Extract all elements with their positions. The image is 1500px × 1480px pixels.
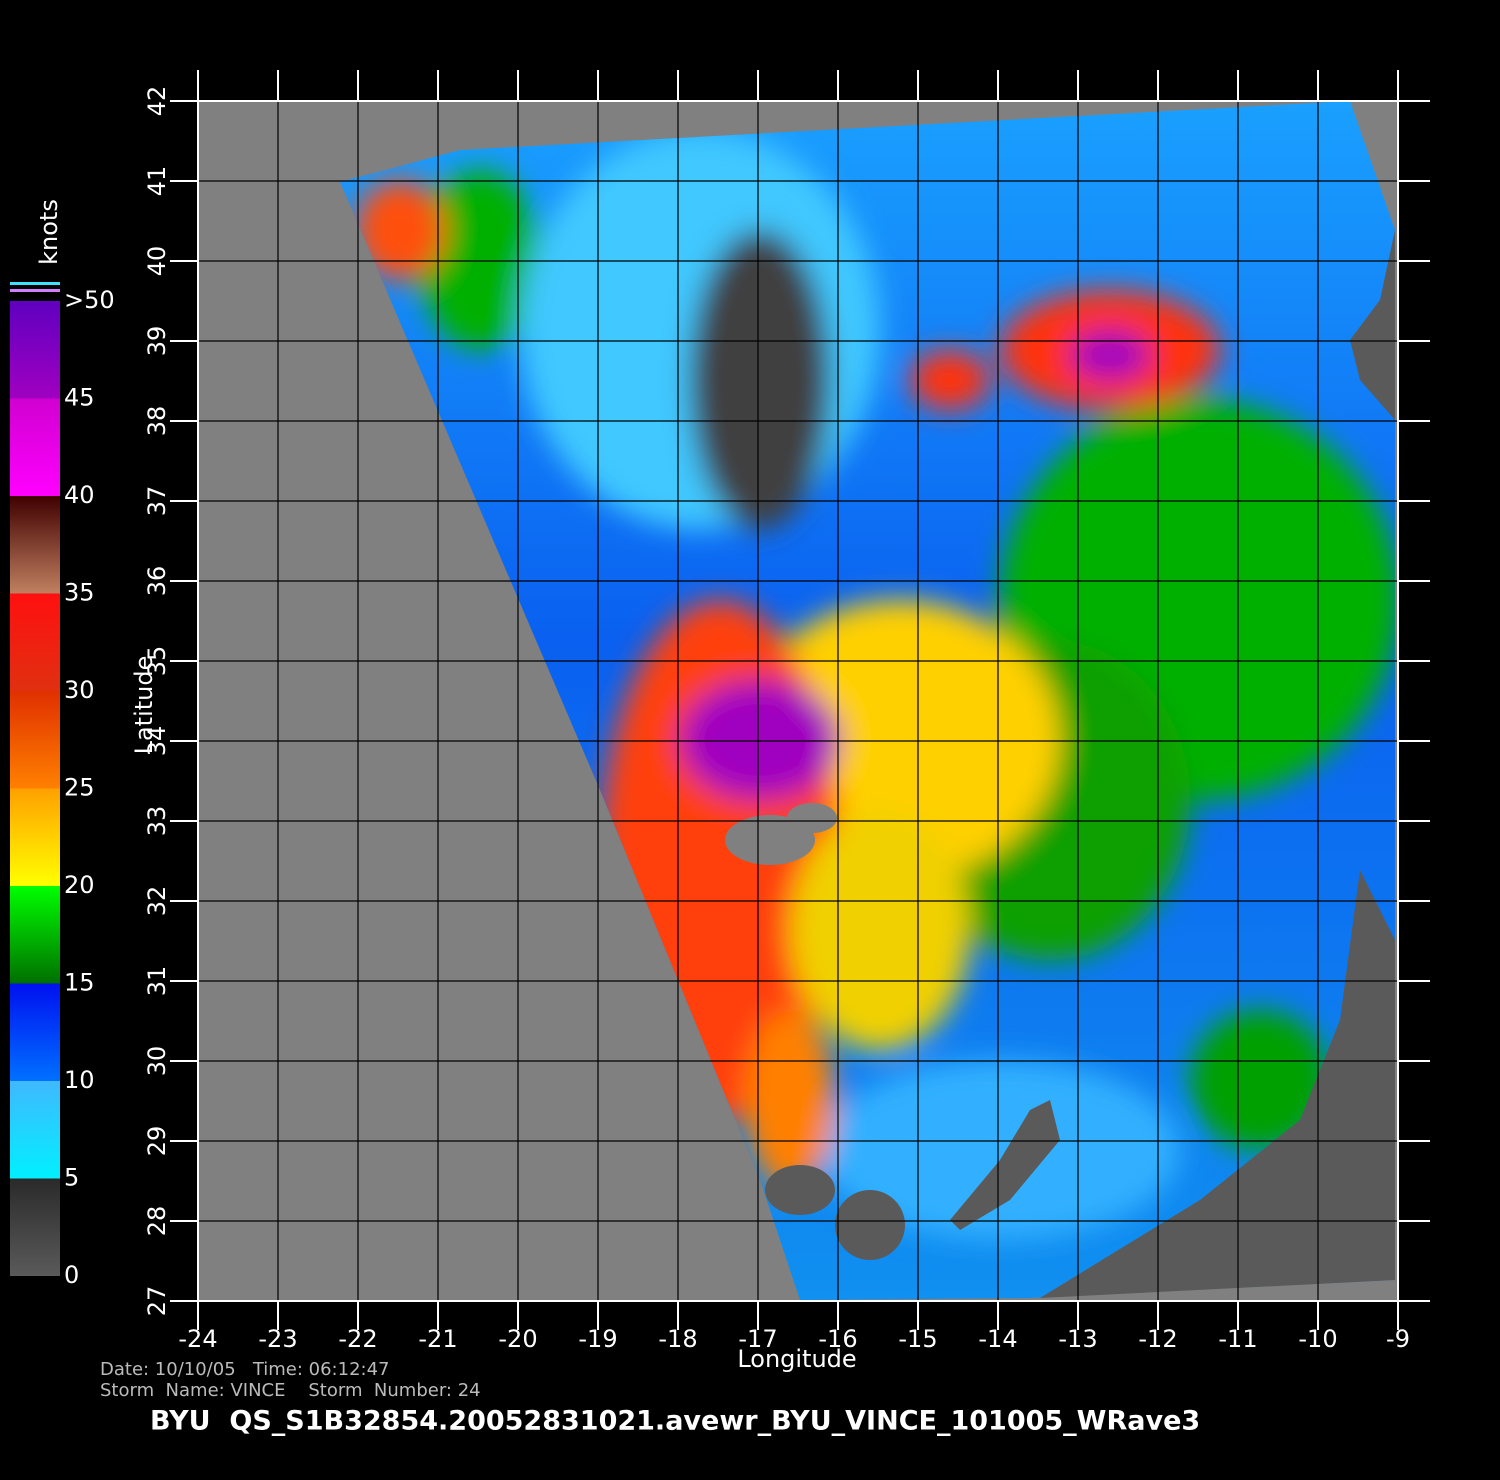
wind-swath	[340, 101, 1395, 1300]
colorbar-segment	[10, 593, 60, 691]
x-tick-label: -18	[658, 1325, 697, 1353]
x-axis-label: Longitude	[737, 1345, 856, 1373]
colorbar-segment	[10, 886, 60, 984]
colorbar-tick-label: 45	[64, 384, 95, 412]
x-tick-label: -9	[1386, 1325, 1410, 1353]
date-line: Date: 10/10/05 Time: 06:12:47	[100, 1359, 390, 1380]
colorbar-tick-label: 25	[64, 774, 95, 802]
y-tick-label: 40	[143, 246, 171, 277]
y-tick-label: 37	[143, 486, 171, 517]
x-tick-label: -20	[498, 1325, 537, 1353]
y-tick-label: 28	[143, 1206, 171, 1237]
x-tick-label: -21	[418, 1325, 457, 1353]
y-tick-label: 27	[143, 1286, 171, 1317]
y-tick-label: 33	[143, 806, 171, 837]
colorbar-tick-label: >50	[64, 286, 115, 314]
colorbar-tick-label: 5	[64, 1164, 79, 1192]
x-tick-label: -19	[578, 1325, 617, 1353]
colorbar-tick-label: 35	[64, 579, 95, 607]
x-tick-label: -22	[338, 1325, 377, 1353]
y-tick-label: 36	[143, 566, 171, 597]
colorbar-segment	[10, 398, 60, 496]
y-tick-label: 38	[143, 406, 171, 437]
y-tick-label: 35	[143, 646, 171, 677]
colorbar-segment	[10, 788, 60, 886]
colorbar-tick-label: 40	[64, 481, 95, 509]
colorbar-segment	[10, 301, 60, 399]
file-line: BYU QS_S1B32854.20052831021.avewr_BYU_VI…	[150, 1406, 1200, 1437]
colorbar-tick-label: 10	[64, 1066, 95, 1094]
x-tick-label: -12	[1138, 1325, 1177, 1353]
colorbar-title: knots	[35, 199, 63, 265]
colorbar-cap	[10, 282, 60, 285]
x-tick-label: -10	[1298, 1325, 1337, 1353]
x-tick-label: -23	[258, 1325, 297, 1353]
colorbar-tick-label: 20	[64, 871, 95, 899]
colorbar-segment	[10, 1178, 60, 1276]
y-axis-label: Latitude	[130, 656, 158, 755]
colorbar-segment	[10, 691, 60, 789]
x-tick-label: -14	[978, 1325, 1017, 1353]
colorbar-tick-label: 0	[64, 1261, 79, 1289]
y-tick-label: 41	[143, 166, 171, 197]
x-tick-label: -13	[1058, 1325, 1097, 1353]
y-tick-label: 29	[143, 1126, 171, 1157]
storm-line: Storm Name: VINCE Storm Number: 24	[100, 1380, 481, 1401]
x-tick-label: -24	[178, 1325, 217, 1353]
x-tick-label: -15	[898, 1325, 937, 1353]
colorbar-segment	[10, 983, 60, 1081]
y-tick-label: 39	[143, 326, 171, 357]
colorbar-tick-label: 15	[64, 969, 95, 997]
colorbar-segment	[10, 496, 60, 594]
y-tick-label: 30	[143, 1046, 171, 1077]
y-tick-label: 42	[143, 86, 171, 117]
colorbar-segment	[10, 1081, 60, 1179]
colorbar-cap	[10, 289, 60, 292]
colorbar-tick-label: 30	[64, 676, 95, 704]
y-tick-label: 31	[143, 966, 171, 997]
y-tick-label: 32	[143, 886, 171, 917]
x-tick-label: -16	[818, 1325, 857, 1353]
y-tick-label: 34	[143, 726, 171, 757]
x-tick-label: -17	[738, 1325, 777, 1353]
x-tick-label: -11	[1218, 1325, 1257, 1353]
plot-frame	[197, 100, 1399, 1302]
